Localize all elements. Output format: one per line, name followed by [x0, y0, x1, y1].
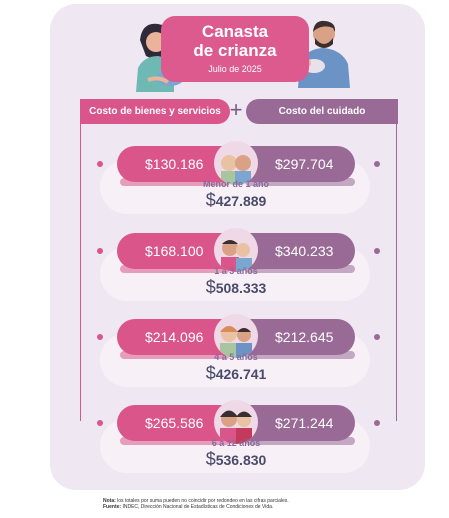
- care-cost-value: $297.704: [237, 146, 355, 182]
- child-avatar-icon: [214, 314, 258, 358]
- right-dot: [374, 334, 380, 340]
- footnotes: Nota: los totales por suma pueden no coi…: [103, 498, 289, 510]
- total-value: $508.333: [205, 277, 267, 297]
- care-cost-value: $271.244: [237, 405, 355, 441]
- school-child-avatar-icon: [214, 400, 258, 444]
- age-label: Menor de 1 año: [202, 179, 269, 189]
- right-dot: [374, 161, 380, 167]
- right-dot: [374, 420, 380, 426]
- left-dot: [97, 420, 103, 426]
- left-dot: [97, 334, 103, 340]
- title-line-2: de crianza: [193, 41, 277, 60]
- age-group-under-1: $130.186 $297.704 Menor de 1 año $427.88…: [100, 141, 370, 214]
- age-group-1-3: $168.100 $340.233 1 a 3 años $508.333: [100, 228, 370, 301]
- title-line-1: Canasta: [201, 22, 269, 41]
- age-group-4-5: $214.096 $212.645 4 a 5 años $426.741: [100, 314, 370, 387]
- note-line: Nota: los totales por suma pueden no coi…: [103, 498, 289, 504]
- father-with-baby-illustration: [298, 20, 350, 88]
- goods-services-header: Costo de bienes y servicios: [80, 99, 230, 124]
- total-value: $426.741: [205, 363, 267, 383]
- left-dot: [97, 248, 103, 254]
- right-dot: [374, 248, 380, 254]
- age-label: 6 a 12 años: [211, 438, 261, 448]
- left-dot: [97, 161, 103, 167]
- total-value: $427.889: [205, 190, 267, 210]
- right-connector-line: [378, 124, 397, 421]
- title-date: Julio de 2025: [208, 64, 262, 74]
- age-label: 1 a 3 años: [214, 266, 258, 276]
- care-cost-header: Costo del cuidado: [246, 99, 398, 124]
- title-banner: Canasta de crianza Julio de 2025: [161, 16, 309, 82]
- age-group-6-12: $265.586 $271.244 6 a 12 años $536.830: [100, 400, 370, 473]
- baby-avatar-icon: [214, 141, 258, 185]
- plus-icon: +: [229, 97, 243, 122]
- total-value: $536.830: [205, 449, 267, 469]
- source-line: Fuente: INDEC, Dirección Nacional de Est…: [103, 504, 274, 510]
- left-connector-line: [80, 124, 99, 421]
- age-label: 4 a 5 años: [214, 352, 258, 362]
